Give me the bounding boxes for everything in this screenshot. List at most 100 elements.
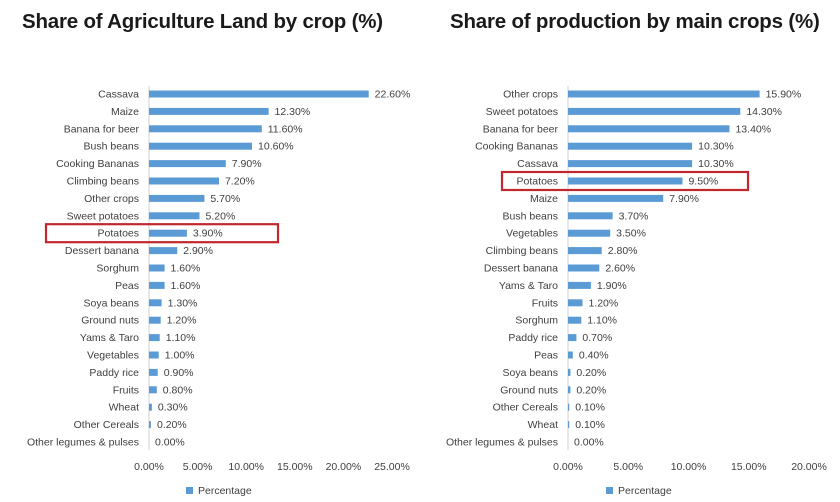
bar-other-cereals — [568, 403, 570, 411]
data-label: 0.20% — [576, 367, 606, 379]
x-tick-label: 5.00% — [183, 461, 213, 473]
chart-title: Share of production by main crops (%) — [450, 10, 820, 33]
category-label: Paddy rice — [89, 367, 139, 379]
data-label: 1.60% — [171, 263, 201, 275]
legend-swatch — [186, 487, 193, 494]
category-label: Sorghum — [96, 263, 139, 275]
bar-ground-nuts — [568, 386, 571, 394]
bar-banana-for-beer — [568, 125, 730, 133]
data-label: 0.30% — [158, 402, 188, 414]
category-label: Soya beans — [503, 367, 558, 379]
x-tick-label: 25.00% — [374, 461, 410, 473]
bar-maize — [568, 194, 664, 202]
legend-swatch — [606, 487, 613, 494]
category-label: Potatoes — [98, 228, 139, 240]
data-label: 13.40% — [735, 123, 771, 135]
chart-title: Share of Agriculture Land by crop (%) — [22, 10, 383, 33]
data-label: 7.90% — [669, 193, 699, 205]
category-label: Sweet potatoes — [67, 210, 139, 222]
data-label: 22.60% — [375, 89, 411, 101]
x-tick-label: 20.00% — [791, 461, 827, 473]
bar-other-crops — [149, 194, 205, 202]
category-label: Vegetables — [506, 228, 558, 240]
bar-peas — [149, 281, 165, 289]
category-label: Maize — [530, 193, 558, 205]
x-tick-label: 15.00% — [277, 461, 313, 473]
data-label: 1.20% — [588, 297, 618, 309]
data-label: 2.80% — [608, 245, 638, 257]
data-label: 1.00% — [165, 350, 195, 362]
category-label: Soya beans — [84, 297, 139, 309]
bar-cassava — [568, 160, 693, 168]
bar-paddy-rice — [149, 368, 158, 376]
data-label: 0.20% — [157, 419, 187, 431]
data-label: 3.70% — [619, 210, 649, 222]
x-tick-label: 20.00% — [326, 461, 362, 473]
bar-cooking-bananas — [568, 142, 693, 150]
x-tick-label: 5.00% — [613, 461, 643, 473]
data-label: 2.60% — [605, 263, 635, 275]
category-label: Wheat — [528, 419, 558, 431]
category-label: Fruits — [532, 297, 558, 309]
category-label: Cassava — [98, 89, 139, 101]
chart-agriculture-land: Cassava 22.60% Maize 12.30% Banana for beer 1… — [27, 86, 411, 497]
bar-vegetables — [568, 229, 611, 237]
category-label: Other legumes & pulses — [446, 437, 558, 449]
bar-bush-beans — [568, 212, 613, 220]
bar-other-crops — [568, 90, 760, 98]
bar-cassava — [149, 90, 369, 98]
bar-sweet-potatoes — [149, 212, 200, 220]
data-label: 1.30% — [168, 297, 198, 309]
category-label: Climbing beans — [67, 176, 139, 188]
x-tick-label: 10.00% — [228, 461, 264, 473]
category-label: Other Cereals — [493, 402, 558, 414]
bar-vegetables — [149, 351, 159, 359]
highlight-box-potatoes — [500, 170, 750, 192]
bar-maize — [149, 107, 269, 115]
category-label: Bush beans — [84, 141, 139, 153]
category-label: Ground nuts — [81, 315, 139, 327]
bar-potatoes — [568, 177, 683, 185]
highlight-box-potatoes — [44, 223, 280, 244]
bar-sweet-potatoes — [568, 107, 741, 115]
data-label: 5.70% — [210, 193, 240, 205]
bar-sorghum — [149, 264, 165, 272]
chart-panel-production: Share of production by main crops (%) Ot… — [420, 0, 840, 502]
x-tick-label: 0.00% — [134, 461, 164, 473]
data-label: 10.30% — [698, 141, 734, 153]
bar-other-cereals — [149, 421, 151, 429]
category-label: Yams & Taro — [80, 332, 139, 344]
category-label: Peas — [115, 280, 139, 292]
category-label: Cooking Bananas — [475, 141, 558, 153]
data-label: 15.90% — [766, 89, 802, 101]
data-label: 0.20% — [576, 384, 606, 396]
category-label: Cooking Bananas — [56, 158, 139, 170]
category-label: Bush beans — [503, 210, 558, 222]
data-label: 0.90% — [164, 367, 194, 379]
data-label: 1.60% — [171, 280, 201, 292]
bar-potatoes — [149, 229, 187, 237]
bar-climbing-beans — [149, 177, 219, 185]
chart-panel-agriculture-land: Share of Agriculture Land by crop (%) Ca… — [22, 10, 411, 497]
bar-paddy-rice — [568, 334, 577, 342]
bar-wheat — [568, 421, 570, 429]
bar-dessert-banana — [149, 247, 178, 255]
x-tick-label: 10.00% — [671, 461, 707, 473]
data-label: 0.00% — [574, 437, 604, 449]
bar-sorghum — [568, 316, 582, 324]
bar-soya-beans — [568, 368, 571, 376]
bar-peas — [568, 351, 573, 359]
category-label: Vegetables — [87, 350, 139, 362]
category-label: Sorghum — [515, 315, 558, 327]
chart-production: Other crops 15.90% Sweet potatoes 14.30% Ban… — [446, 86, 827, 497]
bar-dessert-banana — [568, 264, 600, 272]
bar-fruits — [568, 299, 583, 307]
data-label: 5.20% — [206, 210, 236, 222]
category-label: Banana for beer — [483, 123, 559, 135]
data-label: 9.50% — [688, 176, 718, 188]
bar-soya-beans — [149, 299, 162, 307]
data-label: 7.20% — [225, 176, 255, 188]
data-label: 1.90% — [597, 280, 627, 292]
x-tick-label: 0.00% — [553, 461, 583, 473]
data-label: 1.20% — [167, 315, 197, 327]
